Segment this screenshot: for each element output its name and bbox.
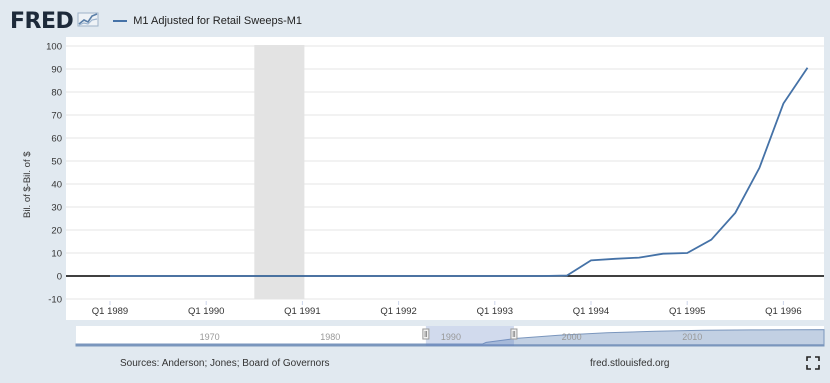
series-line-0 <box>110 67 809 277</box>
x-tick-label: Q1 1990 <box>188 306 224 317</box>
navigator-area <box>75 329 825 347</box>
chart-svg: -10 0 10 20 30 40 50 60 70 80 90 100 Q1 1989 Q1 1990… <box>22 37 825 347</box>
chart-line-icon <box>77 11 99 32</box>
y-tick-label: 100 <box>46 42 62 53</box>
x-tick-label: Q1 1989 <box>92 306 128 317</box>
navigator-year-label: 2010 <box>682 332 702 342</box>
y-tick-label: 90 <box>51 65 62 76</box>
y-tick-label: 10 <box>51 249 62 260</box>
x-tick-label: Q1 1991 <box>284 306 320 317</box>
y-tick-label: 50 <box>51 157 62 168</box>
x-tick-label: Q1 1993 <box>477 306 513 317</box>
navigator-year-label: 1970 <box>200 332 220 342</box>
navigator-handle-left[interactable] <box>422 328 430 340</box>
sources-text: Sources: Anderson; Jones; Board of Gover… <box>120 358 330 369</box>
y-tick-label: 30 <box>51 203 62 214</box>
legend-swatch <box>113 20 128 22</box>
y-axis-label: Bil. of $-Bil. of $ <box>22 151 33 218</box>
site-link[interactable]: fred.stlouisfed.org <box>590 358 670 369</box>
y-tick-label: 70 <box>51 111 62 122</box>
chart-footer: Sources: Anderson; Jones; Board of Gover… <box>0 352 830 376</box>
fred-logo-text: FRED <box>10 8 74 34</box>
plot-background <box>66 37 824 320</box>
x-tick-label: Q1 1996 <box>765 306 801 317</box>
x-tick-label: Q1 1995 <box>669 306 705 317</box>
navigator-year-label: 1980 <box>320 332 340 342</box>
expand-icon[interactable] <box>806 356 820 370</box>
x-tick-label: Q1 1994 <box>573 306 609 317</box>
legend[interactable]: M1 Adjusted for Retail Sweeps-M1 <box>113 15 302 27</box>
y-tick-label: 40 <box>51 180 62 191</box>
recession-shading <box>254 45 305 299</box>
y-tick-label: -10 <box>48 295 62 306</box>
y-tick-label: 80 <box>51 88 62 99</box>
y-tick-label: 60 <box>51 134 62 145</box>
x-tick-label: Q1 1992 <box>380 306 416 317</box>
fred-logo[interactable]: FRED <box>10 9 99 34</box>
navigator-selection <box>425 326 514 346</box>
navigator-year-label: 1990 <box>441 332 461 342</box>
legend-label: M1 Adjusted for Retail Sweeps-M1 <box>133 15 303 27</box>
navigator-handle-right[interactable] <box>510 328 518 340</box>
y-tick-label: 0 <box>57 272 62 283</box>
chart-header: FRED M1 Adjusted for Retail Sweeps-M1 <box>10 8 302 34</box>
navigator-year-label: 2000 <box>562 332 582 342</box>
y-tick-label: 20 <box>51 226 62 237</box>
